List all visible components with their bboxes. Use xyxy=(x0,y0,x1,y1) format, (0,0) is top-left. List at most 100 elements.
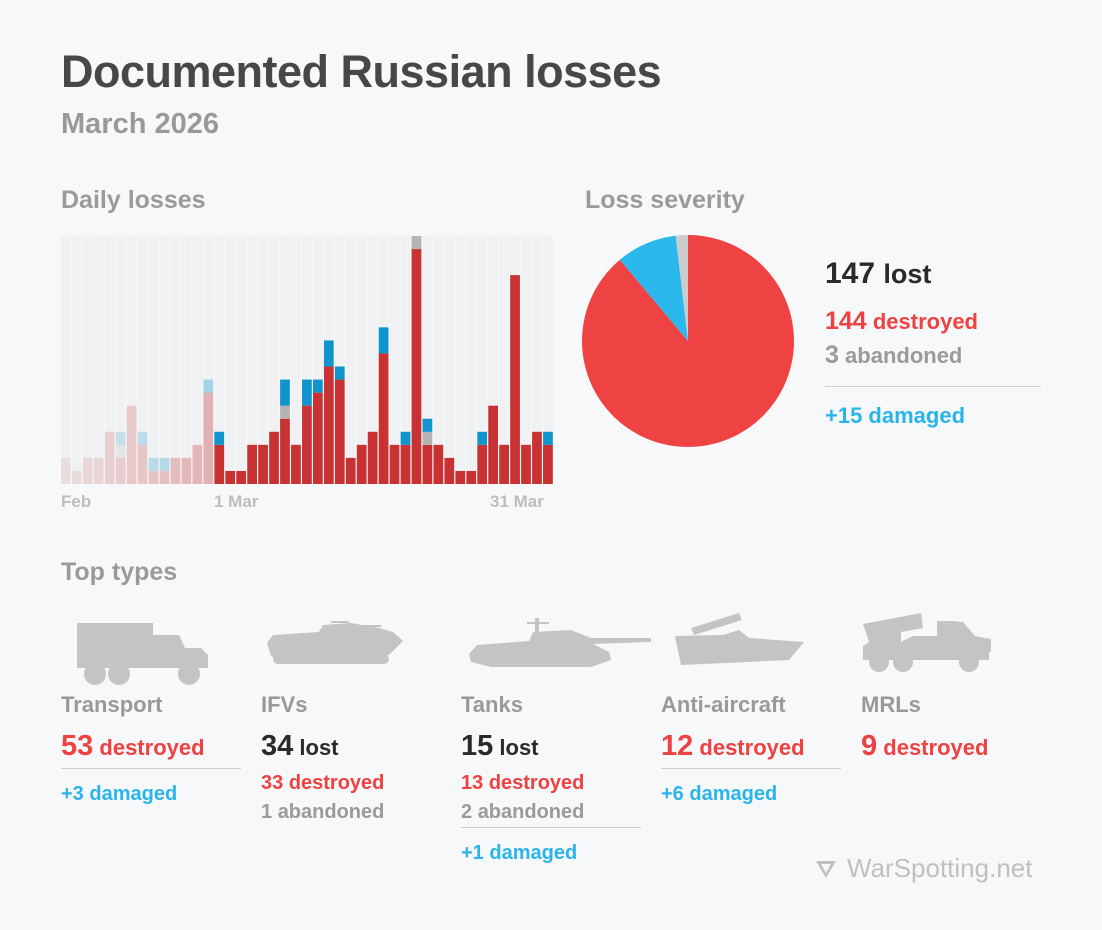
bar-background xyxy=(247,236,257,484)
bar-background xyxy=(367,236,378,484)
brand-logo: WarSpotting.net xyxy=(815,853,1032,884)
bar-background xyxy=(269,236,279,484)
brand-name: WarSpotting.net xyxy=(847,853,1033,883)
bar-background xyxy=(225,236,236,484)
bar-destroyed-26-Mar xyxy=(488,405,499,484)
top-types-heading: Top types xyxy=(61,558,178,586)
bar-background xyxy=(466,236,477,484)
bar-damaged-28-Feb xyxy=(203,379,214,393)
divider xyxy=(461,827,641,828)
sub-number: 2 xyxy=(461,801,473,823)
page-subtitle: March 2026 xyxy=(61,108,219,140)
bar-destroyed-4-Mar xyxy=(247,444,257,484)
type-label: Anti-aircraft xyxy=(661,692,786,717)
bar-destroyed-12-Mar xyxy=(334,379,345,484)
divider xyxy=(825,386,1041,387)
page-title: Documented Russian losses xyxy=(61,46,662,97)
bar-background xyxy=(334,236,345,484)
bar-destroyed-3-Mar xyxy=(236,470,247,484)
bar-destroyed-20-Feb xyxy=(115,457,126,484)
bar-damaged-7-Mar xyxy=(280,379,290,406)
type-column-ifvs: IFVs 34 lost 33 destroyed 1 abandoned xyxy=(261,608,441,830)
bar-destroyed-28-Feb xyxy=(203,392,214,484)
bar-damaged-20-Feb xyxy=(115,431,126,445)
bar-background xyxy=(444,236,455,484)
bar-background xyxy=(291,236,301,484)
bar-background xyxy=(521,236,531,484)
total-lost-label: lost xyxy=(883,259,932,289)
destroyed-number: 144 xyxy=(825,307,867,335)
bar-destroyed-17-Feb xyxy=(82,457,93,484)
bar-background xyxy=(510,236,520,484)
bar-background xyxy=(148,236,159,484)
bar-destroyed-21-Mar xyxy=(433,444,444,484)
bar-damaged-10-Mar xyxy=(312,379,323,393)
total-lost-number: 147 xyxy=(825,257,876,290)
bar-damaged-23-Feb xyxy=(148,457,159,471)
type-damaged: +3 damaged xyxy=(61,783,178,805)
bar-background xyxy=(378,236,389,484)
tank-icon xyxy=(469,618,651,667)
bar-destroyed-19-Feb xyxy=(104,431,115,484)
bar-destroyed-8-Mar xyxy=(291,444,301,484)
bar-background xyxy=(345,236,356,484)
bar-destroyed-27-Mar xyxy=(499,444,509,484)
type-count-number: 15 xyxy=(461,730,494,762)
bar-abandoned-20-Feb xyxy=(115,444,126,458)
bar-destroyed-2-Mar xyxy=(225,470,236,484)
x-tick-label: 1 Mar xyxy=(214,492,259,511)
mrl-icon xyxy=(863,613,991,672)
bar-destroyed-25-Feb xyxy=(170,457,181,484)
bar-destroyed-19-Mar xyxy=(411,249,422,484)
bar-destroyed-27-Feb xyxy=(192,444,203,484)
bar-background xyxy=(61,236,71,484)
total-lost: 147 lost xyxy=(825,257,931,291)
daily-losses-heading: Daily losses xyxy=(61,186,206,214)
bar-destroyed-1-Mar xyxy=(214,444,225,484)
sub-number: 13 xyxy=(461,772,484,794)
abandoned-label: abandoned xyxy=(845,343,963,368)
total-destroyed: 144 destroyed xyxy=(825,307,978,336)
total-abandoned: 3 abandoned xyxy=(825,341,962,370)
bar-destroyed-9-Mar xyxy=(302,405,312,484)
bar-background xyxy=(170,236,181,484)
type-count-label: destroyed xyxy=(883,735,989,760)
bar-destroyed-22-Feb xyxy=(137,444,148,484)
bar-damaged-18-Mar xyxy=(400,431,411,445)
bar-background xyxy=(455,236,466,484)
type-main-count: 53 destroyed xyxy=(61,730,241,768)
sub-label: abandoned xyxy=(477,801,585,823)
type-count-label: lost xyxy=(499,735,539,760)
type-count-number: 34 xyxy=(261,730,294,762)
type-count-label: destroyed xyxy=(99,735,205,760)
bar-destroyed-28-Mar xyxy=(510,275,520,484)
type-count-number: 53 xyxy=(61,730,94,762)
bar-background xyxy=(192,236,203,484)
bar-destroyed-22-Mar xyxy=(444,457,455,484)
bar-destroyed-30-Mar xyxy=(532,431,542,484)
bar-background xyxy=(82,236,93,484)
bar-background xyxy=(400,236,411,484)
type-main-count: 34 lost xyxy=(261,730,441,768)
bar-destroyed-24-Feb xyxy=(159,470,170,484)
loss-severity-heading: Loss severity xyxy=(585,186,745,214)
type-sub-count: 2 abandoned xyxy=(461,801,641,830)
bar-destroyed-31-Mar xyxy=(543,444,553,484)
divider xyxy=(661,768,841,769)
bar-destroyed-18-Feb xyxy=(93,457,104,484)
type-main-count: 15 lost xyxy=(461,730,641,768)
bar-destroyed-21-Feb xyxy=(126,405,137,484)
bar-destroyed-11-Mar xyxy=(323,366,334,484)
bar-background xyxy=(411,236,422,484)
bar-background xyxy=(499,236,509,484)
bar-background xyxy=(214,236,225,484)
bar-destroyed-15-Mar xyxy=(367,431,378,484)
bar-background xyxy=(356,236,367,484)
ifv-icon xyxy=(267,621,403,664)
bar-background xyxy=(159,236,170,484)
bar-destroyed-23-Feb xyxy=(148,470,159,484)
sub-label: destroyed xyxy=(288,772,385,794)
type-column-transport: Transport 53 destroyed +3 damaged xyxy=(61,608,241,806)
bar-damaged-1-Mar xyxy=(214,431,225,445)
bar-background xyxy=(323,236,334,484)
